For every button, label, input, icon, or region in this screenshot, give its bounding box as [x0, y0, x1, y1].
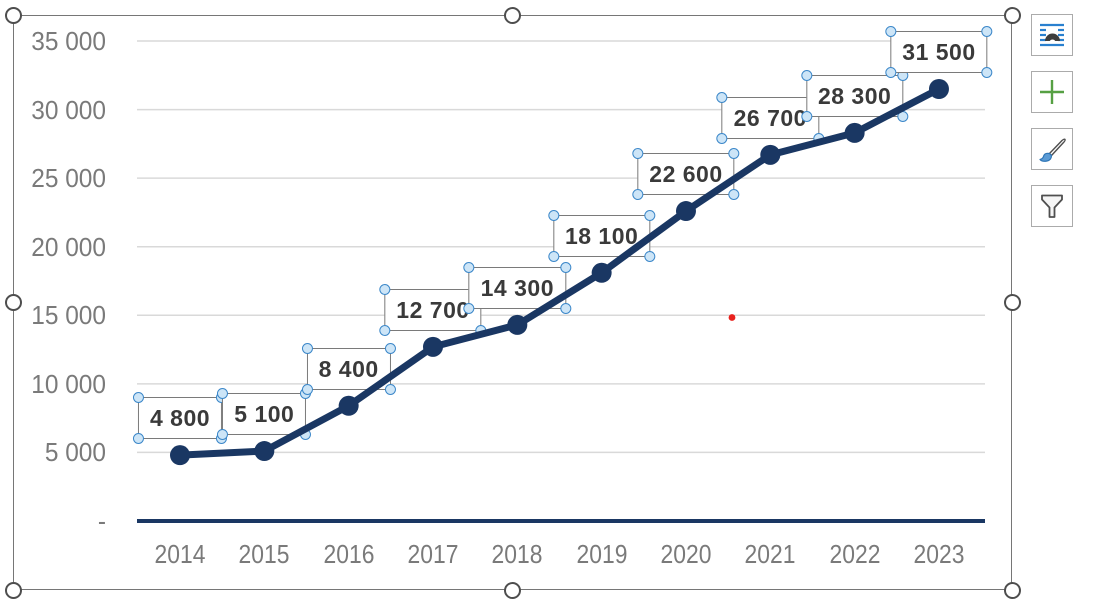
- data-label-handle[interactable]: [384, 342, 396, 354]
- data-label-handle[interactable]: [463, 302, 475, 314]
- layout-options-icon: [1040, 23, 1064, 47]
- chart-styles-brush-icon: [1039, 138, 1066, 162]
- x-axis-category-label[interactable]: 2023: [913, 539, 965, 569]
- chart-elements-button[interactable]: [1031, 71, 1073, 113]
- chart-filters-funnel-icon: [1041, 194, 1063, 218]
- data-label-handle[interactable]: [728, 148, 740, 160]
- x-axis-category-label[interactable]: 2015: [238, 539, 290, 569]
- data-label-handle[interactable]: [379, 283, 391, 295]
- chart-side-buttons: [1031, 14, 1073, 242]
- x-axis-category-label[interactable]: 2021: [744, 539, 796, 569]
- y-axis-tick-label[interactable]: -: [97, 506, 106, 536]
- data-point-marker[interactable]: [170, 445, 190, 466]
- x-axis-category-label[interactable]: 2019: [576, 539, 628, 569]
- frame-handle[interactable]: [1003, 294, 1021, 311]
- x-axis-category-label[interactable]: 2014: [154, 539, 206, 569]
- data-label-handle[interactable]: [644, 250, 656, 262]
- data-label-handle[interactable]: [981, 67, 993, 78]
- data-point-marker[interactable]: [591, 262, 612, 283]
- chart-filters-button[interactable]: [1031, 185, 1073, 227]
- red-pointer-dot: [728, 314, 736, 321]
- data-label-handle[interactable]: [716, 132, 728, 144]
- data-label-handle[interactable]: [632, 189, 644, 201]
- frame-handle[interactable]: [504, 581, 521, 599]
- data-label-handle[interactable]: [132, 392, 144, 404]
- data-label-handle[interactable]: [800, 69, 812, 81]
- data-point-marker[interactable]: [422, 336, 443, 357]
- layout-options-button[interactable]: [1031, 14, 1073, 56]
- data-label-text: 18 100: [564, 222, 639, 249]
- data-label-handle[interactable]: [559, 302, 571, 314]
- data-label[interactable]: 12 700: [379, 283, 487, 336]
- data-label-handle[interactable]: [800, 110, 812, 122]
- data-label-handle[interactable]: [547, 250, 559, 262]
- data-point-marker[interactable]: [844, 122, 865, 143]
- y-axis-tick-label[interactable]: 30 000: [31, 94, 107, 125]
- y-axis-tick-label[interactable]: 25 000: [31, 163, 107, 194]
- frame-handle[interactable]: [4, 6, 22, 24]
- data-label-handle[interactable]: [632, 148, 644, 160]
- data-point-marker[interactable]: [254, 441, 275, 462]
- data-label[interactable]: 31 500: [885, 26, 993, 78]
- data-label-handle[interactable]: [885, 67, 897, 78]
- y-axis-tick-label[interactable]: 5 000: [44, 437, 106, 468]
- data-label-text: 22 600: [649, 161, 723, 188]
- data-point-marker[interactable]: [928, 79, 949, 99]
- data-label-handle[interactable]: [981, 26, 993, 37]
- x-axis-category-label[interactable]: 2018: [491, 539, 543, 569]
- data-label-text: 14 300: [480, 274, 554, 301]
- frame-handle[interactable]: [1003, 6, 1021, 24]
- chart-elements-plus-icon: [1040, 80, 1064, 104]
- data-label-handle[interactable]: [379, 324, 391, 336]
- frame-handle[interactable]: [4, 581, 22, 599]
- data-label[interactable]: 4 800: [132, 392, 228, 445]
- x-axis-category-label[interactable]: 2016: [323, 539, 375, 569]
- data-label-text: 5 100: [234, 401, 295, 428]
- data-label-text: 31 500: [902, 39, 976, 65]
- chart-styles-button[interactable]: [1031, 128, 1073, 170]
- data-label[interactable]: 8 400: [301, 342, 396, 395]
- x-axis-category-label[interactable]: 2020: [660, 539, 712, 569]
- frame-handle[interactable]: [4, 294, 22, 311]
- data-label-handle[interactable]: [384, 383, 396, 395]
- data-label[interactable]: 22 600: [632, 148, 740, 201]
- data-label[interactable]: 18 100: [547, 209, 656, 262]
- data-label-handle[interactable]: [132, 433, 144, 445]
- y-axis-tick-label[interactable]: 15 000: [31, 300, 107, 331]
- data-label-text: 28 300: [817, 82, 892, 109]
- data-label-handle[interactable]: [728, 189, 740, 201]
- data-label-handle[interactable]: [301, 342, 313, 354]
- data-point-marker[interactable]: [760, 144, 781, 165]
- data-label-text: 4 800: [149, 405, 211, 432]
- data-point-marker[interactable]: [507, 314, 528, 335]
- data-point-marker[interactable]: [675, 201, 696, 222]
- data-label[interactable]: 28 300: [800, 69, 909, 122]
- x-axis-category-label[interactable]: 2022: [829, 539, 881, 569]
- series-line[interactable]: [176, 85, 943, 459]
- frame-handle[interactable]: [504, 6, 521, 24]
- data-label-text: 8 400: [318, 355, 379, 382]
- y-axis-tick-label[interactable]: 20 000: [31, 231, 107, 262]
- data-label[interactable]: 26 700: [716, 91, 824, 144]
- data-label-handle[interactable]: [547, 209, 559, 221]
- data-label-handle[interactable]: [885, 26, 897, 37]
- data-point-marker[interactable]: [338, 395, 359, 416]
- data-label-handle[interactable]: [301, 383, 313, 395]
- data-label-text: 12 700: [396, 296, 470, 323]
- y-axis-tick-label[interactable]: 35 000: [31, 26, 107, 56]
- data-label-handle[interactable]: [217, 388, 229, 400]
- data-label-handle[interactable]: [463, 261, 475, 273]
- frame-handle[interactable]: [1003, 581, 1021, 599]
- x-axis-category-label[interactable]: 2017: [407, 539, 459, 569]
- data-label-handle[interactable]: [217, 429, 229, 441]
- data-label-handle[interactable]: [644, 209, 656, 221]
- data-label-handle[interactable]: [559, 261, 571, 273]
- y-axis-tick-label[interactable]: 10 000: [31, 368, 107, 399]
- data-label-text: 26 700: [733, 104, 807, 131]
- data-label-handle[interactable]: [716, 91, 728, 103]
